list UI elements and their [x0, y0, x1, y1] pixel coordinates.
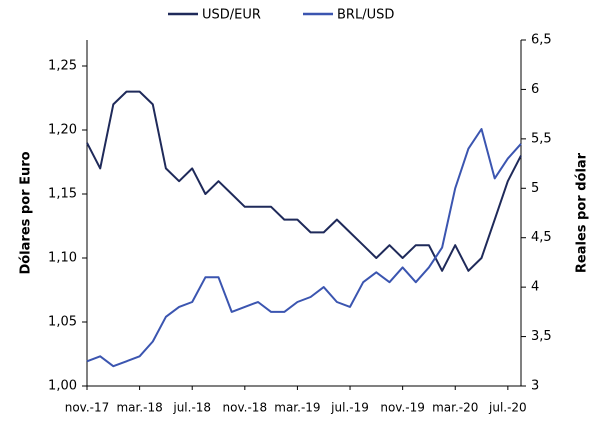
y2-tick-label: 3	[531, 379, 539, 394]
x-tick-label: nov.-19	[380, 401, 425, 415]
y2-tick-label: 4	[531, 280, 539, 295]
x-tick-label: jul.-18	[172, 401, 211, 415]
y2-tick-label: 5,5	[531, 131, 552, 146]
x-tick-label: jul.-19	[330, 401, 369, 415]
y-tick-label: 1,05	[48, 315, 77, 330]
y2-tick-label: 3,5	[531, 329, 552, 344]
legend-label: BRL/USD	[337, 8, 394, 23]
y2-tick-label: 5	[531, 181, 539, 196]
series-line	[86, 90, 522, 272]
legend-label: USD/EUR	[202, 8, 261, 23]
y-tick-label: 1,20	[48, 123, 77, 138]
x-tick-label: mar.-18	[116, 401, 162, 415]
x-tick-label: jul.-20	[488, 401, 527, 415]
y-tick-label: 1,10	[48, 251, 77, 266]
y2-axis-title: Reales por dólar	[575, 152, 590, 273]
y2-tick-label: 6,5	[531, 33, 552, 48]
y-tick-label: 1,15	[48, 187, 77, 202]
y-axis-title: Dólares por Euro	[19, 151, 34, 274]
series-line	[86, 128, 522, 368]
x-tick-label: mar.-19	[274, 401, 320, 415]
y2-tick-label: 6	[531, 82, 539, 97]
y2-tick-label: 4,5	[531, 230, 552, 245]
y-tick-label: 1,25	[48, 59, 77, 74]
y-tick-label: 1,00	[48, 379, 77, 394]
x-tick-label: nov.-18	[223, 401, 268, 415]
x-tick-label: mar.-20	[432, 401, 478, 415]
x-tick-label: nov.-17	[65, 401, 110, 415]
